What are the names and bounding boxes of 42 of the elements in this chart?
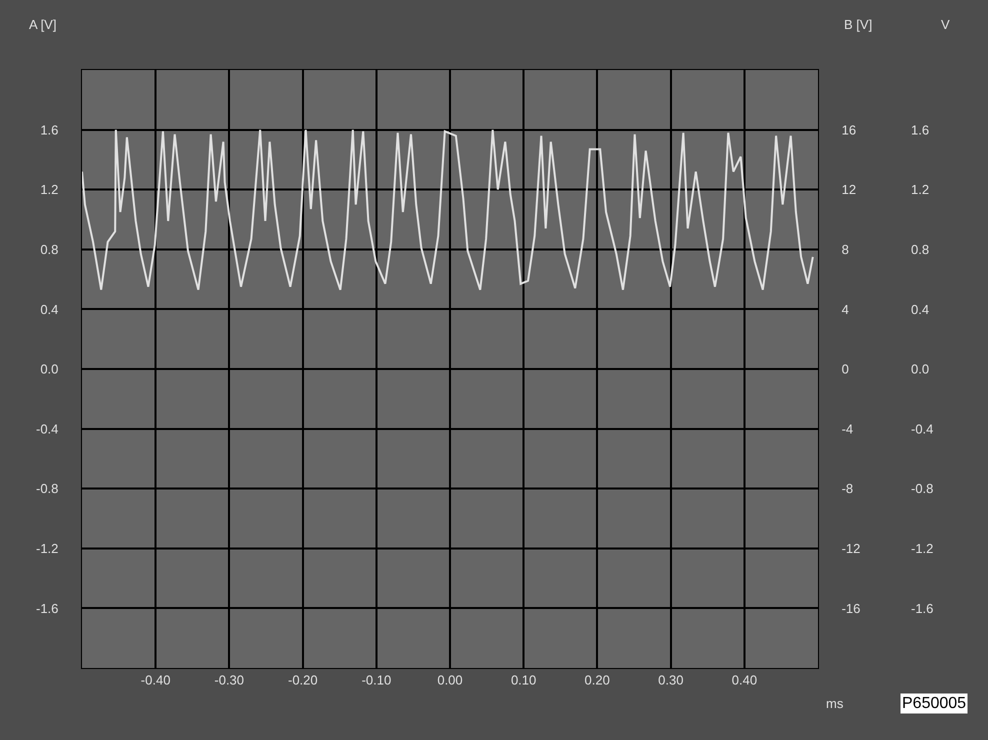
y2-tick-label: -8 bbox=[842, 481, 854, 496]
y-tick-label: -0.4 bbox=[36, 421, 58, 436]
y2-tick-label: 16 bbox=[842, 122, 856, 138]
text: P650005 bbox=[902, 695, 966, 712]
y2-tick-label: 12 bbox=[842, 182, 856, 198]
y3-tick-label: -0.4 bbox=[911, 421, 934, 436]
y2-tick-label: 8 bbox=[842, 242, 849, 257]
y2-axis-title: B [V] bbox=[844, 17, 872, 32]
x-tick-label: -0.20 bbox=[288, 672, 318, 688]
x-tick-label: -0.30 bbox=[214, 672, 244, 688]
y3-tick-label: 0.4 bbox=[911, 302, 930, 317]
x-tick-label: -0.10 bbox=[362, 672, 392, 688]
y3-tick-label: 0.0 bbox=[911, 362, 930, 377]
y2-tick-label: -4 bbox=[842, 421, 854, 436]
y-tick-label: 1.6 bbox=[40, 122, 58, 138]
y3-tick-label: -1.6 bbox=[911, 600, 934, 616]
x-tick-label: 0.00 bbox=[437, 672, 463, 688]
y-tick-label: 0.8 bbox=[40, 242, 58, 257]
y2-tick-label: -16 bbox=[842, 600, 860, 616]
y3-tick-label: -1.2 bbox=[911, 540, 934, 556]
y-tick-label: 1.2 bbox=[40, 182, 58, 198]
x-tick-label: 0.20 bbox=[584, 672, 610, 688]
x-tick-label: 0.10 bbox=[510, 672, 536, 688]
y-tick-label: -0.8 bbox=[36, 481, 58, 496]
y2-tick-label: 4 bbox=[842, 302, 849, 317]
y2-tick-label: -12 bbox=[842, 540, 860, 556]
y3-tick-label: 1.2 bbox=[911, 182, 930, 198]
y-tick-label: -1.2 bbox=[36, 540, 58, 556]
y2-tick-label: 0 bbox=[842, 362, 849, 377]
line-series bbox=[82, 128, 814, 291]
y3-tick-label: 0.8 bbox=[911, 242, 930, 257]
x-tick-label: 0.40 bbox=[732, 672, 758, 688]
y-axis-title: A [V] bbox=[29, 17, 56, 32]
x-tick-label: 0.30 bbox=[658, 672, 684, 688]
y-tick-label: 0.0 bbox=[40, 362, 58, 377]
y3-tick-label: 1.6 bbox=[911, 122, 930, 138]
y3-tick-label: -0.8 bbox=[911, 481, 934, 496]
x-axis-title: ms bbox=[826, 696, 844, 711]
x-tick-label: -0.40 bbox=[140, 672, 170, 688]
y3-axis-title: V bbox=[941, 17, 950, 32]
y-tick-label: -1.6 bbox=[36, 600, 58, 616]
y-tick-label: 0.4 bbox=[40, 302, 58, 317]
